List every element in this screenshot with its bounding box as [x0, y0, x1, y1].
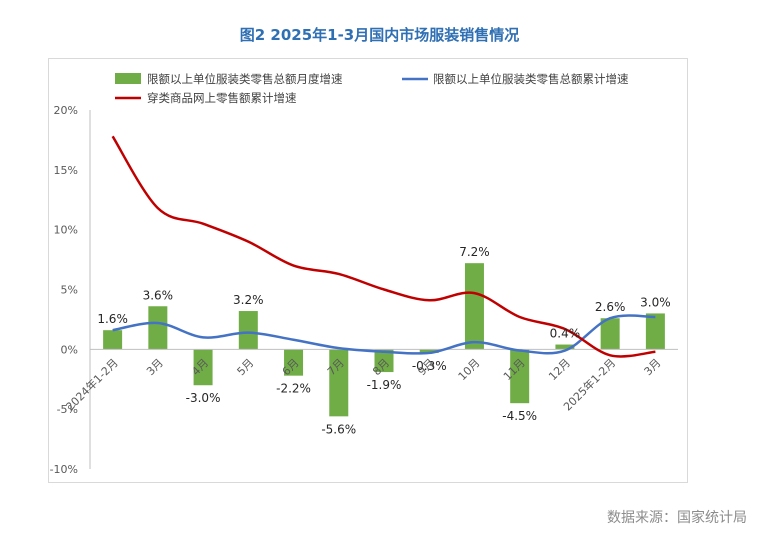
bar: [464, 263, 484, 350]
bar: [103, 330, 123, 350]
x-tick-label: 2024年1-2月: [63, 356, 121, 414]
bar: [284, 349, 304, 376]
online-growth-line: [111, 135, 656, 358]
bar-data-label: -2.2%: [276, 382, 311, 396]
bar-data-label: 3.2%: [233, 293, 264, 307]
bar: [148, 306, 168, 350]
bar-data-label: -1.9%: [367, 378, 402, 392]
bar: [419, 349, 439, 353]
bar-data-label: -3.0%: [186, 391, 221, 405]
bar-data-label: 0.4%: [550, 327, 581, 341]
legend-label: 限额以上单位服装类零售总额累计增速: [433, 72, 629, 86]
legend-label: 限额以上单位服装类零售总额月度增速: [147, 72, 343, 86]
bar-data-label: 3.0%: [640, 295, 671, 309]
bar: [374, 349, 394, 373]
cumulative-growth-line: [112, 314, 656, 355]
bar: [510, 349, 530, 404]
bar: [238, 311, 258, 350]
y-tick-label: 0%: [61, 343, 78, 356]
bar: [600, 318, 620, 350]
y-tick-label: -10%: [50, 463, 78, 476]
bar-data-label: 3.6%: [143, 288, 174, 302]
bar-data-label: -0.3%: [412, 359, 447, 373]
bar-data-label: -4.5%: [502, 409, 537, 423]
bar-data-label: 1.6%: [97, 312, 128, 326]
y-tick-label: -5%: [57, 403, 78, 416]
bar: [329, 349, 349, 417]
chart-frame: [48, 58, 688, 483]
legend-swatch-bar: [115, 73, 141, 84]
bar-data-label: -5.6%: [321, 422, 356, 436]
y-tick-label: 20%: [54, 104, 78, 117]
bar: [555, 344, 575, 350]
x-tick-label: 10月: [456, 356, 483, 383]
bar: [193, 349, 213, 386]
legend-label: 穿类商品网上零售额累计增速: [147, 91, 297, 105]
x-tick-label: 5月: [235, 356, 257, 378]
y-tick-label: 15%: [54, 164, 78, 177]
source-note: 数据来源：国家统计局: [607, 510, 747, 526]
bar-data-label: 2.6%: [595, 300, 626, 314]
bar: [645, 313, 665, 350]
bar-data-label: 7.2%: [459, 245, 490, 259]
chart-title: 图2 2025年1-3月国内市场服装销售情况: [239, 26, 520, 44]
y-tick-label: 5%: [61, 284, 78, 297]
x-tick-label: 12月: [546, 356, 573, 383]
x-tick-label: 3月: [144, 356, 166, 378]
x-tick-label: 3月: [642, 356, 664, 378]
y-tick-label: 10%: [54, 224, 78, 237]
